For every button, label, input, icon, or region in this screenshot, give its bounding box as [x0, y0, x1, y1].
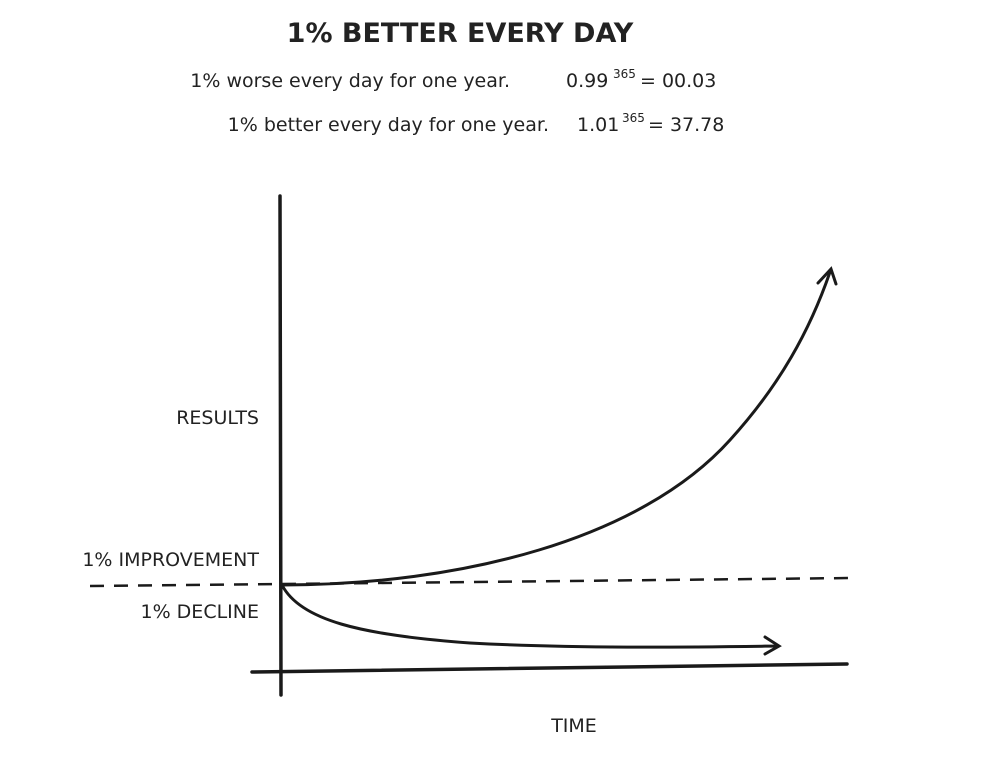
line-text: 1% worse every day for one year. — [190, 70, 510, 92]
formula-result: = 00.03 — [640, 70, 716, 92]
formula-base: 0.99 — [566, 70, 608, 92]
line-text: 1% better every day for one year. — [228, 114, 549, 136]
formula-base: 1.01 — [577, 114, 619, 136]
formula-exponent: 365 — [613, 67, 636, 81]
baseline — [89, 576, 853, 588]
improvement-curve — [280, 270, 832, 587]
decline-curve — [280, 583, 780, 649]
improvement-label: 1% IMPROVEMENT — [82, 549, 259, 571]
x-axis-label: TIME — [550, 715, 597, 737]
y-axis — [278, 194, 283, 697]
arrowhead — [763, 635, 782, 656]
formula-result: = 37.78 — [648, 114, 724, 136]
drawing — [89, 194, 853, 697]
formula-exponent: 365 — [622, 111, 645, 125]
decline-label: 1% DECLINE — [141, 601, 260, 623]
y-axis-label: RESULTS — [176, 407, 259, 429]
title: 1% BETTER EVERY DAY — [287, 18, 634, 49]
arrowhead — [816, 266, 838, 286]
x-axis — [250, 662, 849, 674]
